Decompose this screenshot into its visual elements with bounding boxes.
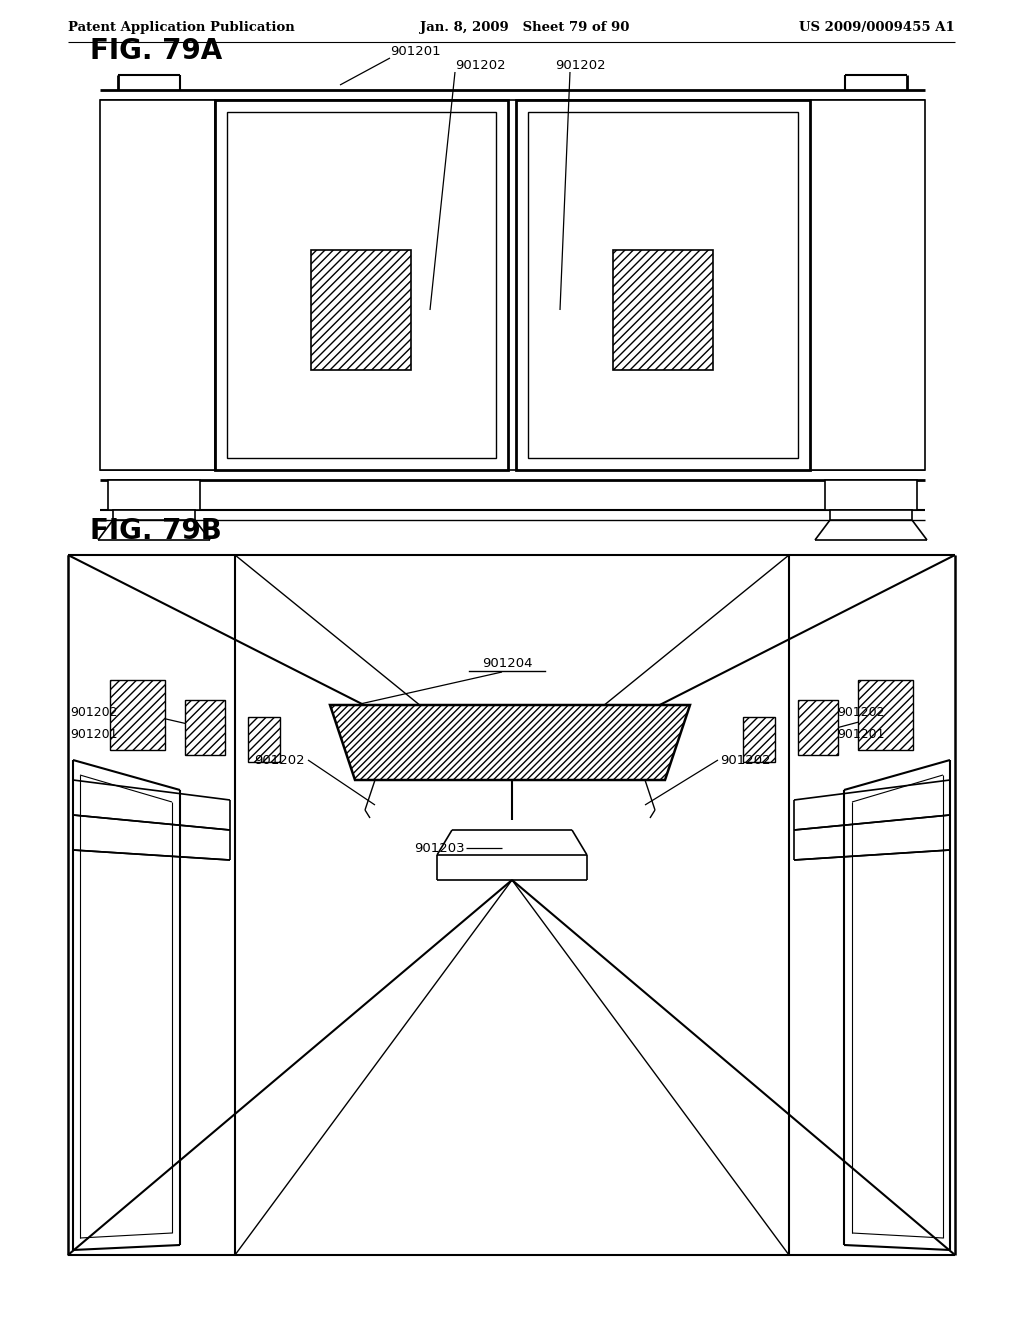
Bar: [798, 700, 838, 755]
Text: 901202: 901202: [555, 59, 605, 73]
Bar: [215, 100, 508, 470]
Bar: [613, 249, 713, 370]
Bar: [516, 100, 810, 470]
Bar: [528, 112, 798, 458]
Text: FIG. 79B: FIG. 79B: [90, 517, 222, 545]
Bar: [227, 112, 496, 458]
Bar: [858, 680, 913, 750]
Bar: [110, 680, 165, 750]
Text: FIG. 79A: FIG. 79A: [90, 37, 222, 65]
Bar: [810, 100, 925, 470]
Text: 901202: 901202: [455, 59, 506, 73]
Text: US 2009/0009455 A1: US 2009/0009455 A1: [800, 21, 955, 34]
Bar: [108, 480, 200, 510]
Text: 901202: 901202: [838, 706, 885, 719]
Bar: [100, 100, 215, 470]
Bar: [248, 717, 280, 762]
Bar: [830, 510, 912, 520]
Text: 901202: 901202: [254, 754, 305, 767]
Text: Jan. 8, 2009   Sheet 79 of 90: Jan. 8, 2009 Sheet 79 of 90: [420, 21, 630, 34]
Bar: [825, 480, 918, 510]
Text: 901202: 901202: [70, 706, 118, 719]
Polygon shape: [330, 705, 690, 780]
Text: 901203: 901203: [415, 842, 465, 854]
Bar: [113, 510, 195, 520]
Text: 901202: 901202: [720, 754, 771, 767]
Bar: [311, 249, 411, 370]
Text: Patent Application Publication: Patent Application Publication: [68, 21, 295, 34]
Text: 901204: 901204: [481, 657, 532, 671]
Text: 901201: 901201: [70, 729, 118, 742]
Text: 901201: 901201: [838, 729, 885, 742]
Bar: [185, 700, 225, 755]
Bar: [743, 717, 775, 762]
Text: 901201: 901201: [390, 45, 440, 58]
